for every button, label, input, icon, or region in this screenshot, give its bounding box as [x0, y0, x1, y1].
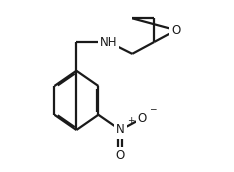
Text: N: N — [116, 123, 125, 137]
Text: NH: NH — [100, 35, 117, 49]
Text: O: O — [172, 24, 181, 37]
Text: O: O — [116, 149, 125, 162]
Text: +: + — [127, 116, 134, 125]
Text: O: O — [138, 112, 147, 125]
Text: −: − — [149, 104, 156, 113]
